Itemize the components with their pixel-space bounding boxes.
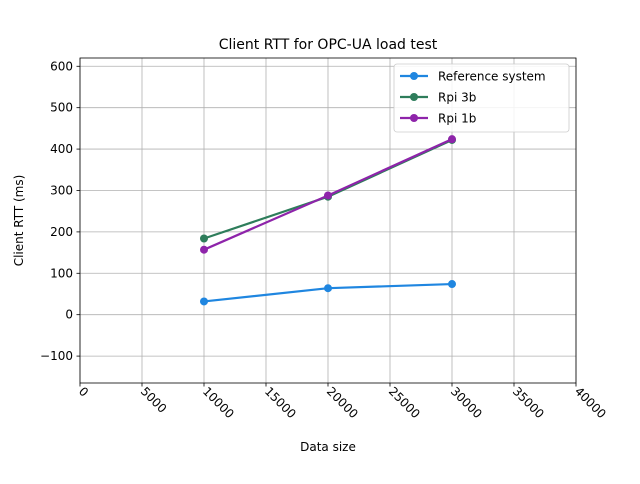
x-tick-label: 10000 bbox=[200, 384, 237, 421]
series-3-point bbox=[448, 135, 456, 144]
y-tick-label: 400 bbox=[50, 142, 73, 156]
x-tick-label: 15000 bbox=[262, 384, 299, 421]
x-tick-label: 30000 bbox=[448, 384, 485, 421]
legend-marker-2 bbox=[410, 93, 418, 101]
series-3-point bbox=[324, 191, 332, 200]
y-tick-label: 100 bbox=[50, 266, 73, 280]
chart-title: Client RTT for OPC-UA load test bbox=[219, 37, 438, 53]
x-tick-label: 35000 bbox=[510, 384, 547, 421]
grid-layer bbox=[79, 58, 577, 383]
x-tick-label: 25000 bbox=[386, 384, 423, 421]
legend-marker-3 bbox=[410, 114, 418, 122]
series-1-point bbox=[200, 297, 208, 306]
y-tick-label: 600 bbox=[50, 59, 73, 73]
x-tick-label: 5000 bbox=[138, 384, 169, 415]
legend-label-1: Reference system bbox=[438, 70, 546, 84]
x-tick-label: 40000 bbox=[572, 384, 609, 421]
series-layer bbox=[200, 135, 456, 306]
y-tick-label: 300 bbox=[50, 183, 73, 197]
x-axis-label: Data size bbox=[300, 440, 356, 454]
y-tick-label: 200 bbox=[50, 225, 73, 239]
series-2-point bbox=[200, 234, 208, 243]
y-tick-label: 0 bbox=[65, 308, 73, 322]
y-axis-label: Client RTT (ms) bbox=[12, 175, 26, 267]
series-3-point bbox=[200, 245, 208, 254]
series-1-point bbox=[324, 284, 332, 293]
y-tick-label: −100 bbox=[40, 349, 73, 363]
legend-marker-1 bbox=[410, 72, 418, 80]
legend-label-2: Rpi 3b bbox=[438, 91, 476, 105]
x-tick-label: 0 bbox=[76, 384, 91, 399]
legend-label-3: Rpi 1b bbox=[438, 112, 476, 126]
legend-box bbox=[393, 63, 570, 133]
series-1-point bbox=[448, 280, 456, 289]
legend: Reference system Rpi 3b Rpi 1b bbox=[393, 63, 570, 133]
y-tick-label: 500 bbox=[50, 101, 73, 115]
x-tick-label: 20000 bbox=[324, 384, 361, 421]
